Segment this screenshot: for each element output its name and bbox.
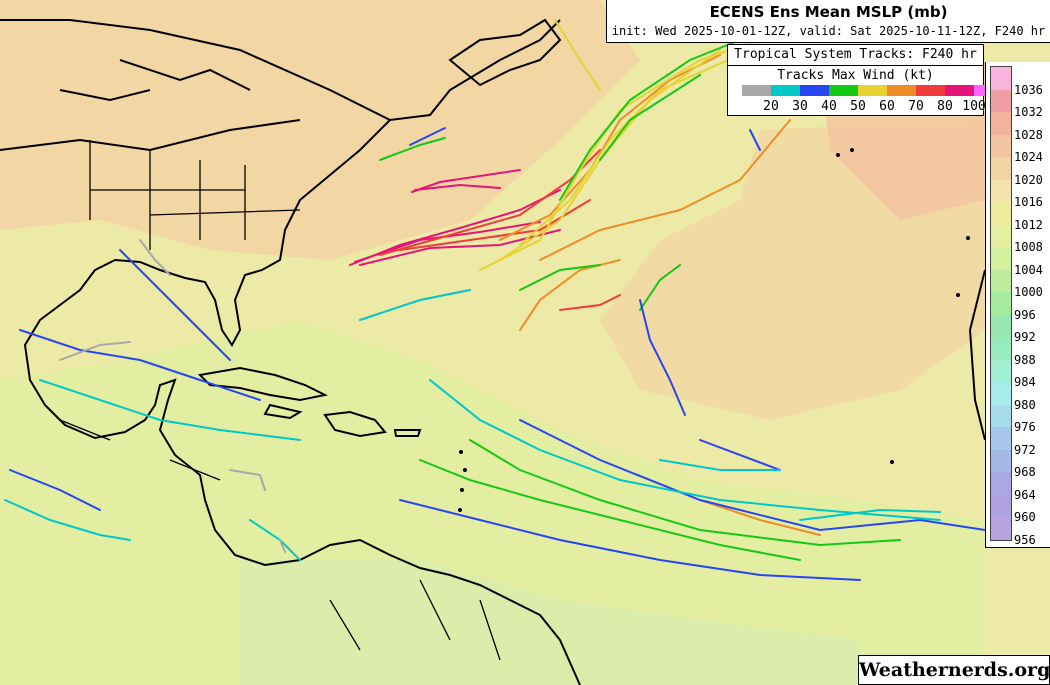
wind-tick-label: 100 xyxy=(962,99,986,114)
mslp-tick-label: 980 xyxy=(1014,397,1036,412)
mslp-level-swatch xyxy=(991,314,1011,337)
mslp-tick-label: 1004 xyxy=(1014,262,1043,277)
mslp-tick-label: 1028 xyxy=(1014,127,1043,142)
credit-watermark: Weathernerds.org xyxy=(858,655,1050,685)
mslp-tick-label: 1008 xyxy=(1014,240,1043,254)
mslp-level-swatch xyxy=(991,112,1011,135)
mslp-colorbar xyxy=(990,66,1012,541)
tracks-cat-20kt xyxy=(4,289,941,561)
map-title: ECENS Ens Mean MSLP (mb) xyxy=(709,3,948,21)
mslp-tick-label: 988 xyxy=(1014,352,1036,367)
island-cuba xyxy=(197,366,329,402)
mslp-level-swatch xyxy=(991,494,1011,517)
wind-bin-swatch xyxy=(829,85,858,96)
coastline-gulf-mexico-central-america xyxy=(23,119,391,567)
map-subtitle: init: Wed 2025-10-01-12Z, valid: Sat 202… xyxy=(611,24,1046,38)
wind-tick-label: 40 xyxy=(821,99,837,114)
country-borders xyxy=(59,419,501,661)
wind-tick-label: 80 xyxy=(937,99,953,114)
low-pressure-south-america xyxy=(240,560,860,685)
mslp-legend: 1036 1032 1028 1024 1020 1016 1012 1008 1004 1000… xyxy=(985,62,1050,548)
wind-tick-labels: 20 30 40 50 60 70 80 100 xyxy=(742,99,986,114)
mslp-level-swatch xyxy=(991,382,1011,405)
tracks-cat-30kt xyxy=(9,127,986,581)
wind-bin-swatch xyxy=(916,85,945,96)
wind-bin-swatch xyxy=(945,85,974,96)
coastline-africa-west xyxy=(968,269,986,441)
high-pressure-area-northwest xyxy=(0,0,640,260)
tracks-cat-below-20kt xyxy=(59,239,286,553)
mslp-level-swatch xyxy=(991,202,1011,225)
mslp-tick-label: 1012 xyxy=(1014,217,1043,232)
mslp-tick-label: 984 xyxy=(1014,375,1036,389)
wind-bin-swatch xyxy=(771,85,800,96)
mslp-level-swatch xyxy=(991,67,1011,90)
coastlines xyxy=(0,18,986,685)
mslp-level-swatch xyxy=(991,449,1011,472)
mslp-level-swatch xyxy=(991,224,1011,247)
wind-legend-title: Tracks Max Wind (kt) xyxy=(777,68,934,83)
mslp-tick-label: 992 xyxy=(1014,330,1036,344)
mslp-level-swatch xyxy=(991,359,1011,382)
mslp-level-swatch xyxy=(991,517,1011,540)
mslp-tick-label: 996 xyxy=(1014,307,1036,322)
mslp-tick-label: 1032 xyxy=(1014,105,1043,119)
mslp-tick-label: 960 xyxy=(1014,510,1036,524)
state-borders xyxy=(89,140,301,250)
mslp-tick-label: 1024 xyxy=(1014,150,1043,164)
mslp-level-swatch xyxy=(991,157,1011,180)
mslp-tick-label: 1020 xyxy=(1014,172,1043,187)
mslp-tick-label: 968 xyxy=(1014,465,1036,479)
wind-tick-label: 60 xyxy=(879,99,895,114)
mslp-level-swatch xyxy=(991,247,1011,270)
mslp-level-swatch xyxy=(991,179,1011,202)
mslp-level-swatch xyxy=(991,269,1011,292)
mslp-level-swatch xyxy=(991,404,1011,427)
wind-legend: Tracks Max Wind (kt) 20 30 40 50 60 70 80 100 xyxy=(727,66,1003,116)
coastline-maritimes xyxy=(448,18,562,87)
political-borders xyxy=(59,140,501,661)
mslp-tick-label: 964 xyxy=(1014,487,1036,502)
mslp-tick-label: 1016 xyxy=(1014,195,1043,209)
tracks-cat-40kt xyxy=(379,39,901,561)
wind-bin-swatch xyxy=(858,85,887,96)
tropical-tracks xyxy=(4,19,986,581)
island-hispaniola xyxy=(323,410,387,438)
mslp-level-swatch xyxy=(991,292,1011,315)
tracks-cat-80kt xyxy=(349,169,561,266)
wind-tick-label: 20 xyxy=(763,99,779,114)
wind-bin-swatch xyxy=(800,85,829,96)
coastline-south-america-north xyxy=(299,538,581,685)
island-puerto-rico xyxy=(393,429,422,437)
wind-tick-label: 30 xyxy=(792,99,808,114)
wind-bin-swatch xyxy=(742,85,771,96)
mslp-level-swatch xyxy=(991,472,1011,495)
mslp-level-swatch xyxy=(991,89,1011,112)
mslp-tick-label: 1036 xyxy=(1014,82,1043,97)
mslp-level-swatch xyxy=(991,134,1011,157)
mslp-tick-label: 1000 xyxy=(1014,285,1043,299)
wind-tick-label: 50 xyxy=(850,99,866,114)
mslp-tick-label: 956 xyxy=(1014,532,1036,547)
mslp-level-swatch xyxy=(991,427,1011,450)
tracks-legend-title: Tropical System Tracks: F240 hr xyxy=(727,44,984,66)
wind-colorbar xyxy=(742,85,1003,96)
island-jamaica xyxy=(263,403,303,420)
small-islands xyxy=(458,148,970,512)
wind-tick-label: 70 xyxy=(908,99,924,114)
mslp-level-swatch xyxy=(991,337,1011,360)
mslp-tick-label: 972 xyxy=(1014,442,1036,457)
wind-bin-swatch xyxy=(887,85,916,96)
mslp-tick-label: 976 xyxy=(1014,420,1036,434)
title-panel: ECENS Ens Mean MSLP (mb) init: Wed 2025-… xyxy=(606,0,1050,43)
